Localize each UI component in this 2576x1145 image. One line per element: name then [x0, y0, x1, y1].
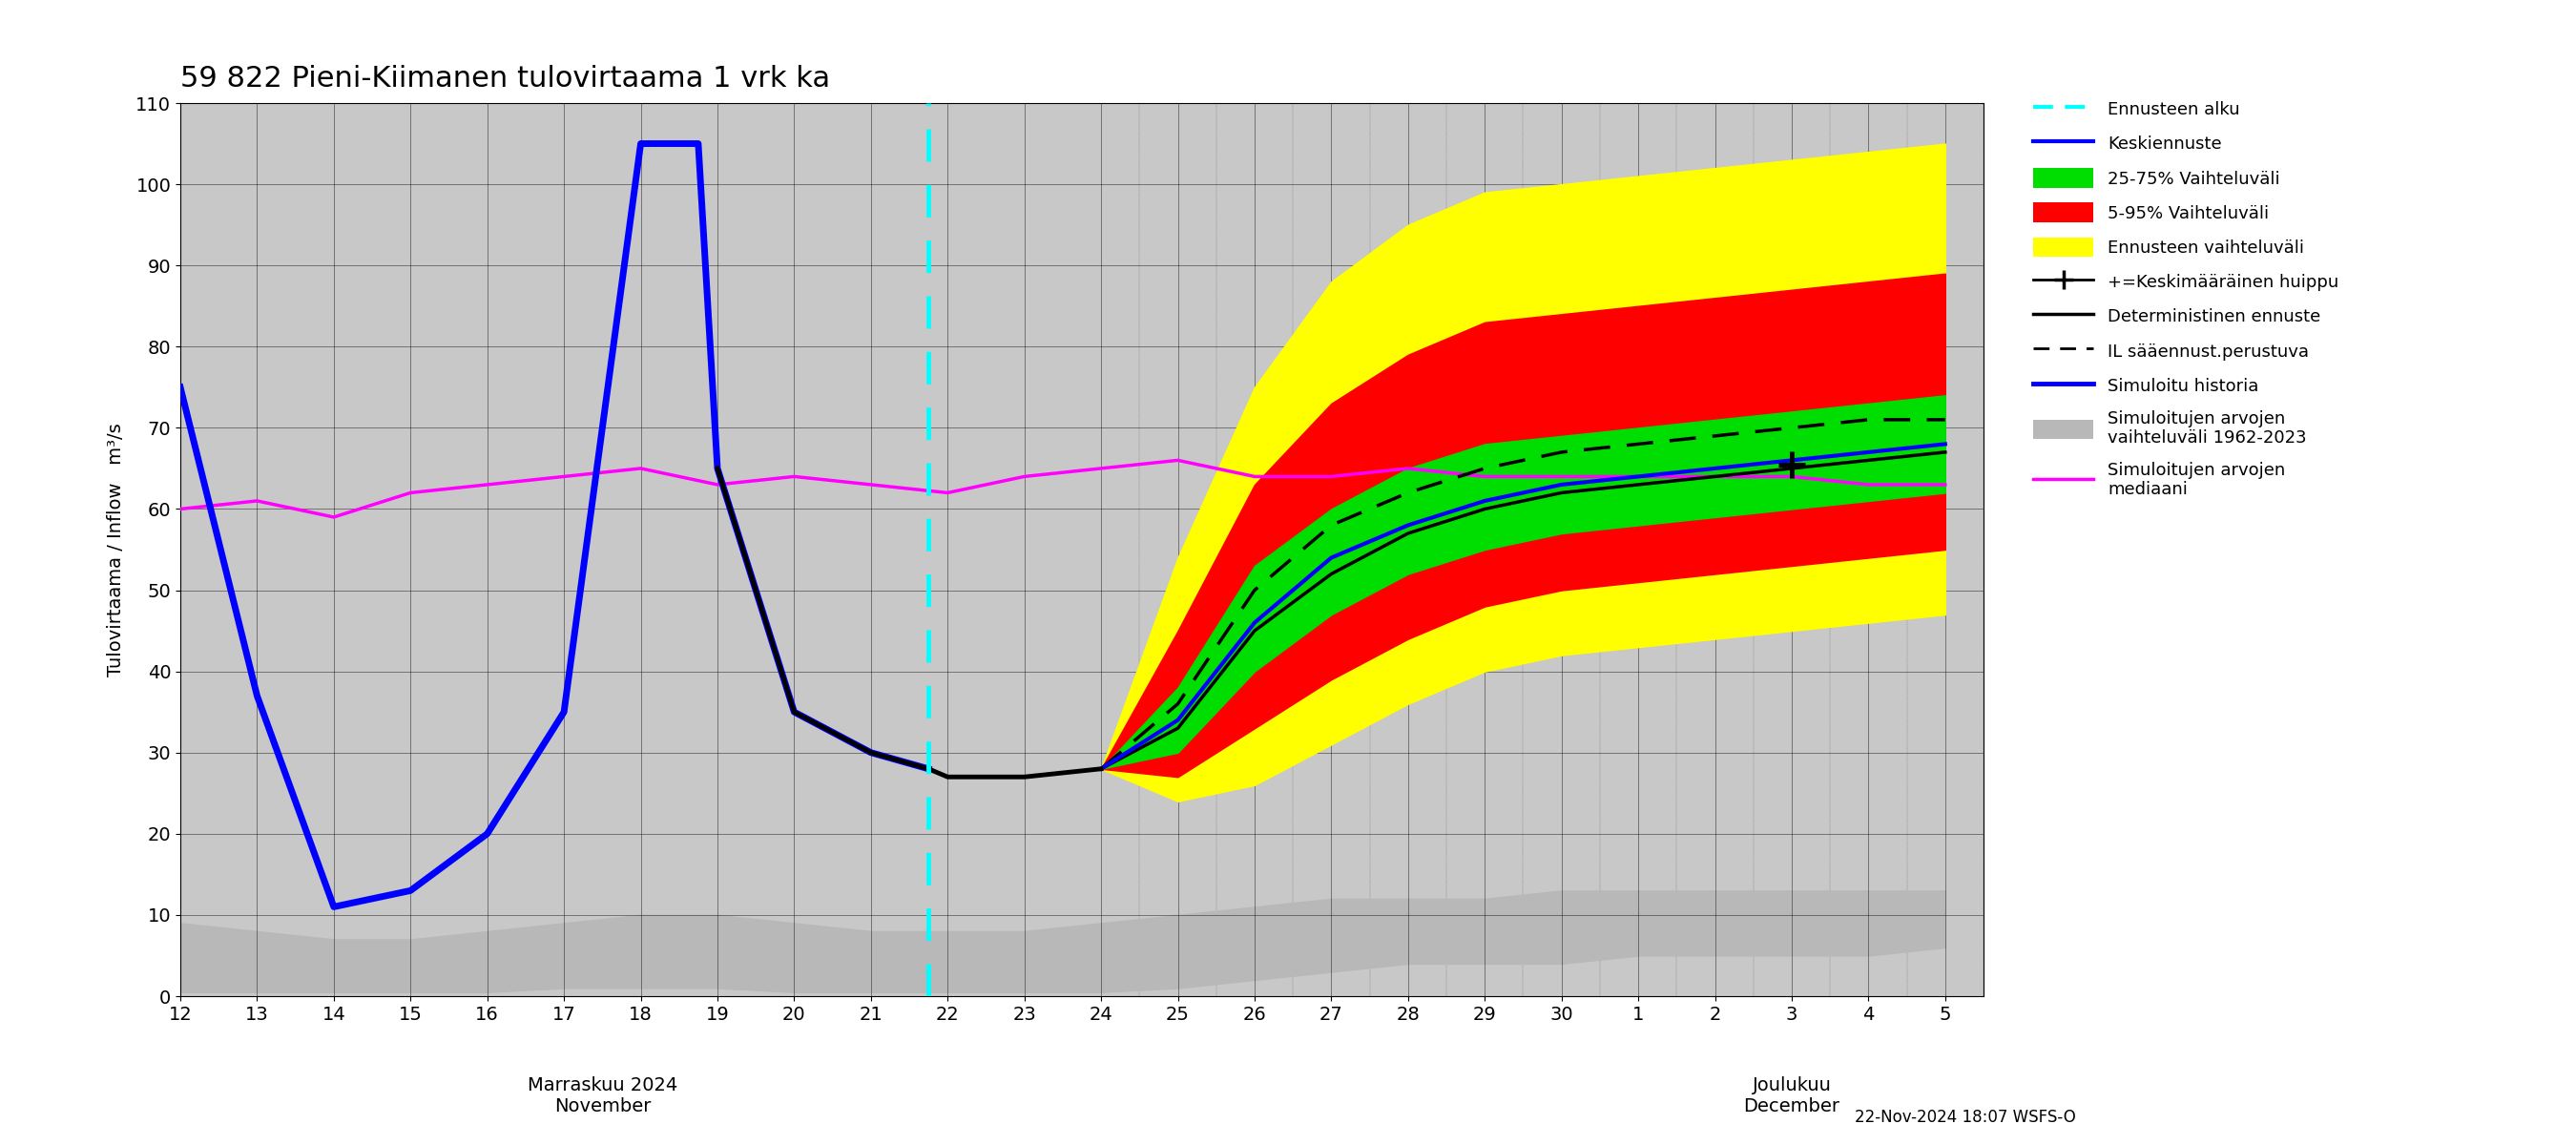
- Legend: Ennusteen alku, Keskiennuste, 25-75% Vaihteluväli, 5-95% Vaihteluväli, Ennusteen: Ennusteen alku, Keskiennuste, 25-75% Vai…: [2027, 94, 2344, 504]
- Text: Joulukuu
December: Joulukuu December: [1744, 1076, 1839, 1115]
- Y-axis label: Tulovirtaama / Inflow   m³/s: Tulovirtaama / Inflow m³/s: [108, 423, 126, 677]
- Text: 59 822 Pieni-Kiimanen tulovirtaama 1 vrk ka: 59 822 Pieni-Kiimanen tulovirtaama 1 vrk…: [180, 65, 829, 93]
- Text: Marraskuu 2024
November: Marraskuu 2024 November: [528, 1076, 677, 1115]
- Text: 22-Nov-2024 18:07 WSFS-O: 22-Nov-2024 18:07 WSFS-O: [1855, 1108, 2076, 1126]
